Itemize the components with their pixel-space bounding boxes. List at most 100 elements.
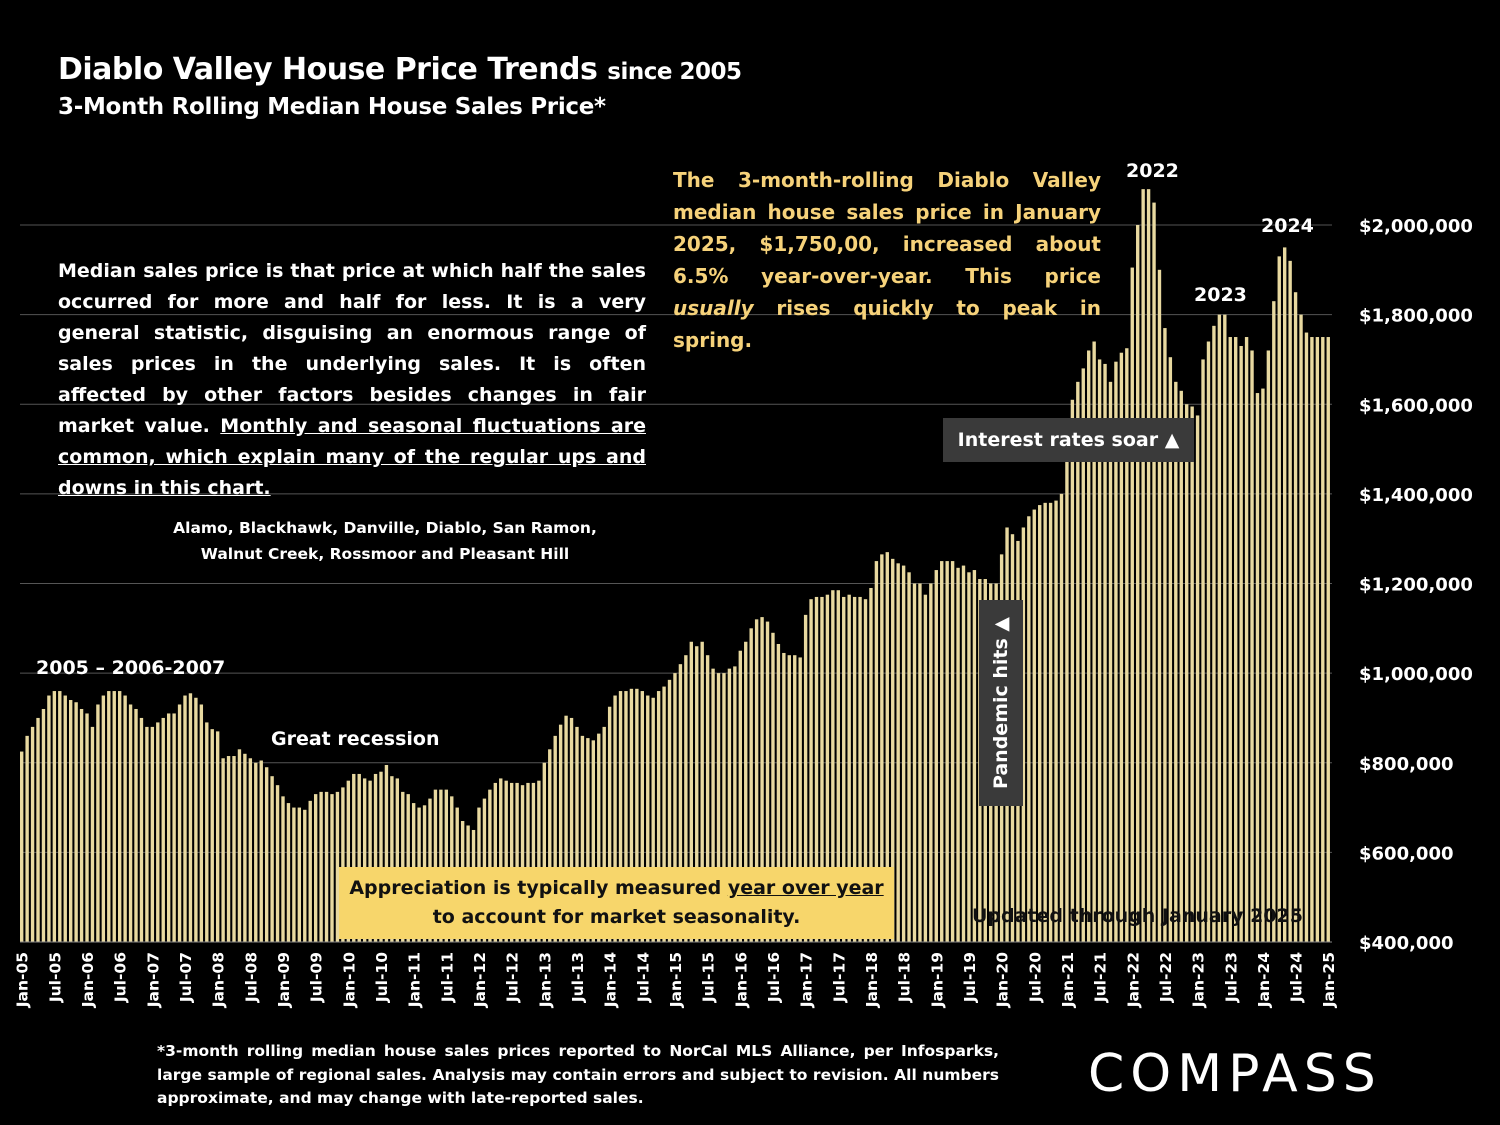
bar	[58, 691, 62, 942]
bar	[956, 567, 960, 942]
bar	[548, 749, 552, 942]
bar	[929, 583, 933, 942]
bar	[1299, 314, 1303, 943]
bar	[1097, 359, 1102, 942]
bar	[335, 791, 340, 942]
bar	[145, 726, 149, 942]
note-underlined-text: Monthly and seasonal fluctuations are co…	[58, 415, 646, 499]
summary-text-2: rises quickly to peak in spring.	[673, 296, 1101, 352]
bar	[787, 655, 791, 942]
bar	[1081, 368, 1085, 942]
bar	[1201, 359, 1205, 942]
bar	[226, 756, 231, 942]
interest-rates-callout: Interest rates soar ▲	[943, 418, 1194, 462]
bar	[695, 646, 699, 942]
x-tick-label: Jan-06	[79, 952, 97, 1008]
x-tick-label: Jul-14	[634, 952, 652, 1003]
bar	[1119, 352, 1124, 943]
bar	[433, 789, 438, 942]
bar	[569, 717, 574, 942]
bar	[852, 596, 857, 942]
bar	[270, 776, 274, 942]
bar	[1293, 292, 1298, 943]
bar	[41, 708, 46, 942]
bar	[820, 596, 824, 942]
x-tick-label: Jul-21	[1092, 952, 1110, 1003]
bar	[69, 700, 73, 942]
x-tick-label: Jan-23	[1190, 952, 1208, 1008]
bar	[1212, 325, 1216, 943]
bar	[885, 552, 889, 942]
bar	[744, 641, 748, 942]
bar	[254, 762, 258, 942]
annotation-great-recession: Great recession	[271, 728, 440, 750]
bar	[1321, 337, 1325, 942]
bar	[640, 691, 644, 942]
x-tick-label: Jul-15	[700, 952, 718, 1003]
bar	[346, 780, 351, 942]
bar	[705, 655, 710, 942]
bar	[1152, 202, 1156, 943]
x-tick-label: Jan-05	[14, 952, 32, 1008]
bar	[1326, 337, 1330, 942]
bar	[901, 565, 906, 942]
bar	[243, 753, 247, 942]
bar	[341, 787, 345, 942]
bar	[1054, 500, 1058, 942]
bar	[1174, 381, 1178, 943]
bar	[1266, 350, 1271, 943]
bar	[401, 791, 405, 942]
bar	[972, 570, 977, 942]
bar	[205, 722, 209, 942]
bar	[85, 713, 89, 942]
bar	[940, 561, 944, 942]
bar	[918, 583, 922, 942]
bar	[722, 673, 726, 943]
annotation-2005-2007: 2005 – 2006-2007	[36, 657, 226, 679]
x-tick-label: Jan-19	[928, 952, 946, 1008]
x-tick-label: Jan-07	[144, 952, 162, 1008]
bar	[907, 572, 911, 942]
bar	[591, 740, 595, 942]
bar	[188, 693, 193, 942]
bar	[607, 706, 612, 942]
chart-title-main: Diablo Valley House Price Trends	[58, 52, 598, 87]
bar	[1228, 337, 1232, 942]
x-tick-label: Jan-10	[340, 952, 358, 1008]
bar	[319, 791, 323, 942]
bar	[1283, 247, 1287, 942]
bar	[25, 735, 29, 942]
appreciation-line-2: to account for market seasonality.	[432, 906, 801, 928]
appreciation-text: Appreciation is typically measured	[349, 877, 728, 899]
x-tick-label: Jul-19	[961, 952, 979, 1003]
x-tick-label: Jan-21	[1059, 952, 1077, 1008]
bar	[689, 641, 693, 942]
region-list-line-1: Alamo, Blackhawk, Danville, Diablo, San …	[173, 519, 597, 537]
pandemic-callout-text: Pandemic hits ▲	[990, 616, 1012, 790]
bar	[836, 590, 840, 942]
bar	[384, 764, 389, 942]
bar	[1272, 301, 1276, 942]
bar	[1185, 404, 1189, 942]
x-tick-label: Jan-25	[1320, 952, 1338, 1008]
bar	[1168, 357, 1173, 942]
bar	[313, 794, 318, 942]
updated-through-label: Updated through January 2025	[972, 905, 1303, 927]
bar	[825, 594, 830, 942]
bar	[673, 673, 677, 943]
bar	[765, 621, 770, 942]
bar	[700, 641, 704, 942]
bar	[613, 695, 617, 942]
x-tick-label: Jul-13	[569, 952, 587, 1003]
annotation-2023: 2023	[1194, 284, 1247, 306]
annotation-2024: 2024	[1261, 215, 1314, 237]
bar	[303, 809, 307, 942]
bar	[101, 695, 106, 942]
bar	[1103, 363, 1107, 942]
bar	[90, 726, 95, 942]
bar	[667, 679, 672, 942]
bar	[1141, 189, 1145, 942]
bar	[1315, 337, 1320, 942]
bar	[166, 713, 171, 942]
bar	[1304, 332, 1309, 942]
